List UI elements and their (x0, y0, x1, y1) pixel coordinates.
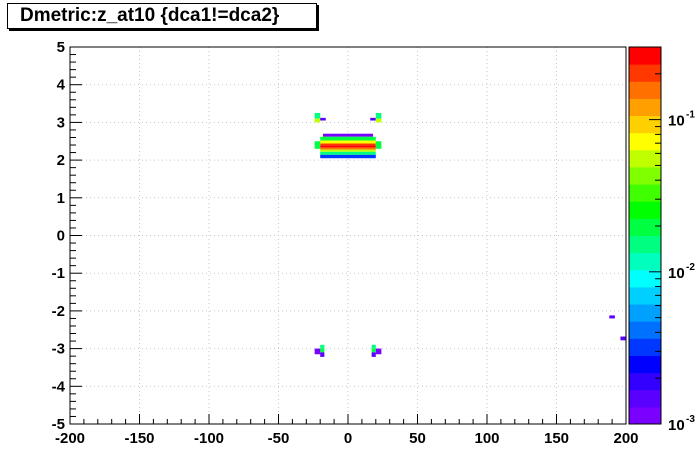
colorbar-swatch (629, 389, 661, 408)
colorbar-swatch (629, 269, 661, 288)
heatmap-cell (320, 154, 376, 159)
colorbar-swatch (629, 81, 661, 99)
x-tick-label: 150 (544, 430, 569, 447)
colorbar-swatch (629, 355, 661, 374)
heatmap-cell (375, 118, 382, 123)
heatmap-cell (320, 145, 376, 148)
colorbar-swatch (629, 201, 661, 219)
colorbar-swatch (629, 252, 661, 271)
heatmap-cell (320, 348, 325, 353)
colorbar-swatch (629, 235, 661, 254)
x-tick-label: 200 (613, 430, 638, 447)
x-tick-label: 50 (409, 430, 426, 447)
heatmap-cell (371, 348, 376, 353)
y-tick-label: -1 (52, 265, 65, 282)
colorbar-tick-exponent: -2 (686, 262, 695, 273)
colorbar-swatch (629, 64, 661, 82)
chart-title: Dmetric:z_at10 {dca1!=dca2} (7, 3, 317, 29)
heatmap-cell (320, 149, 376, 152)
y-tick-label: -3 (52, 341, 65, 358)
heatmap-cell (314, 141, 321, 149)
colorbar-swatch (629, 304, 661, 322)
colorbar-tick-exponent: -3 (686, 414, 695, 425)
colorbar-swatch (629, 218, 661, 236)
colorbar-swatch (629, 321, 661, 339)
heatmap-cell (371, 352, 376, 357)
colorbar-swatch (629, 286, 661, 305)
y-tick-label: 0 (57, 228, 65, 245)
heatmap-cell (320, 352, 325, 357)
y-tick-label: -5 (52, 416, 65, 433)
x-tick-label: -200 (55, 430, 85, 447)
colorbar-tick-label: 10 (668, 417, 685, 434)
colorbar-swatch (629, 149, 661, 168)
heatmap-cell (609, 315, 615, 319)
colorbar-swatch (629, 372, 661, 391)
y-tick-label: 1 (57, 190, 65, 207)
heatmap-cell (320, 147, 376, 150)
y-tick-label: 4 (57, 77, 66, 94)
heatmap-cell (320, 117, 326, 121)
heatmap-cell (375, 141, 382, 149)
colorbar-tick-label: 10 (668, 265, 685, 282)
colorbar-swatch (629, 132, 661, 151)
colorbar-swatch (629, 338, 661, 356)
y-tick-label: 2 (57, 152, 65, 169)
y-tick-label: 3 (57, 114, 65, 131)
heatmap-cell (375, 348, 382, 355)
heatmap-cell (375, 112, 382, 119)
heatmap-cell (314, 348, 321, 355)
colorbar-swatch (629, 406, 661, 425)
heatmap-cell (320, 143, 376, 146)
heatmap-cell (371, 344, 376, 349)
heatmap-cell (370, 117, 376, 121)
heatmap-cell (320, 136, 376, 141)
heatmap-cell (620, 336, 626, 341)
x-tick-label: 0 (344, 430, 352, 447)
x-tick-label: -150 (124, 430, 154, 447)
heatmap-cell (320, 344, 325, 349)
colorbar-swatch (629, 98, 661, 117)
x-tick-label: -50 (268, 430, 290, 447)
colorbar-swatch (629, 166, 661, 185)
x-tick-label: -100 (194, 430, 224, 447)
heatmap-cell (320, 151, 376, 155)
y-tick-label: 5 (57, 39, 65, 56)
colorbar-swatch (629, 47, 661, 65)
heatmap-cell (314, 118, 321, 123)
y-tick-label: -4 (52, 378, 66, 395)
heatmap-cell (320, 140, 376, 144)
colorbar-tick-exponent: -1 (686, 110, 695, 121)
colorbar-frame (628, 46, 662, 425)
y-tick-label: -2 (52, 303, 65, 320)
heatmap-cell (314, 112, 321, 119)
colorbar-tick-label: 10 (668, 113, 685, 130)
x-tick-label: 100 (474, 430, 499, 447)
heatmap-cell (322, 133, 374, 137)
colorbar-swatch (629, 184, 661, 202)
colorbar-swatch (629, 115, 661, 134)
